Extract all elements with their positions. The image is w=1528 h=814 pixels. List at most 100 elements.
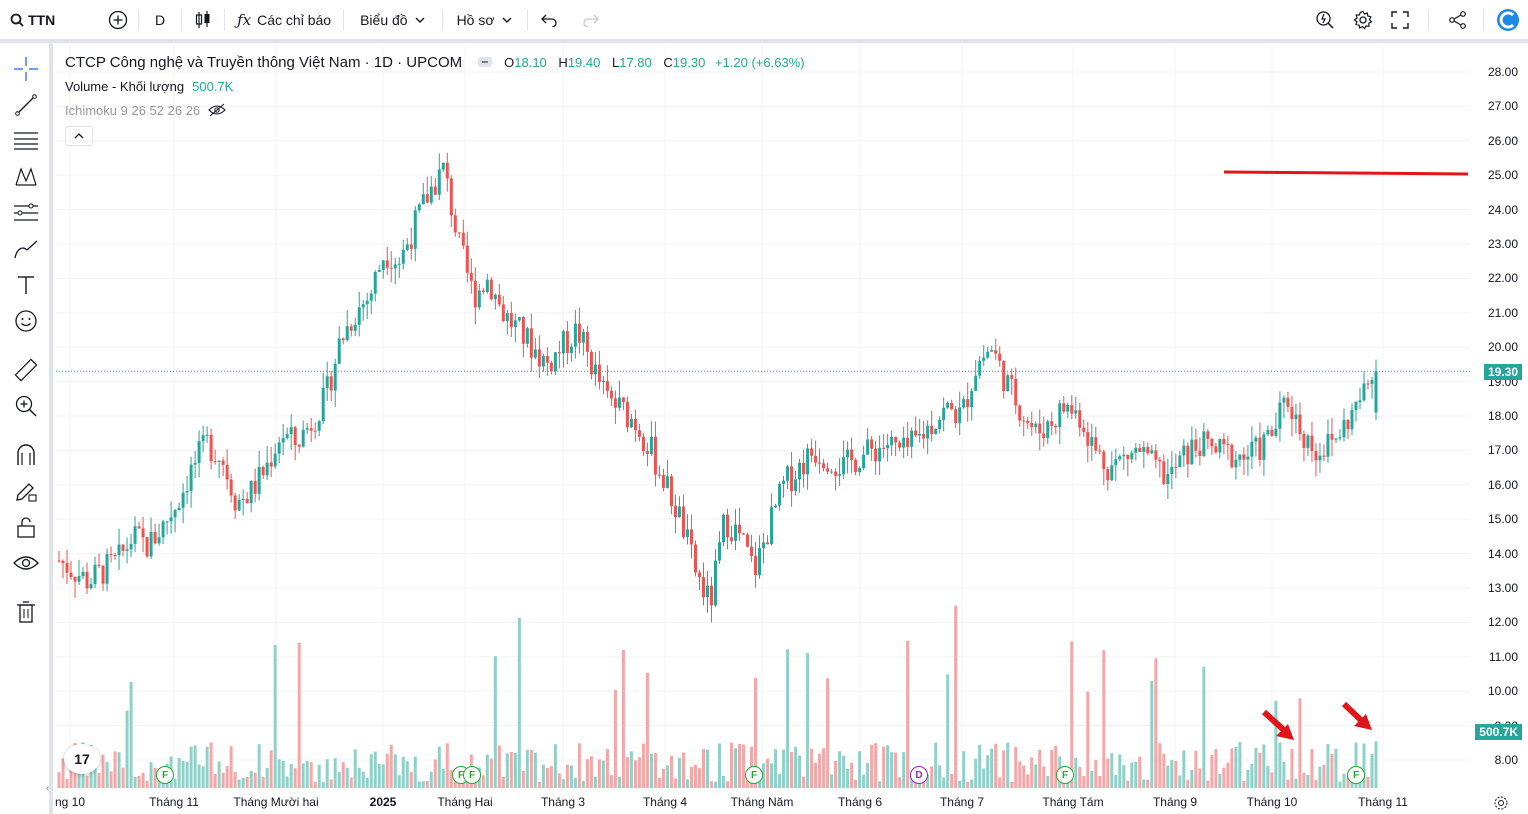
volume-bar — [189, 746, 193, 788]
volume-bar — [1038, 749, 1042, 788]
volume-bar — [1150, 680, 1154, 788]
volume-bar — [509, 751, 513, 788]
interval-button[interactable]: D — [139, 0, 181, 39]
ruler-tool[interactable] — [12, 356, 40, 384]
candle-body — [718, 542, 722, 561]
time-axis-label: 2025 — [369, 795, 397, 809]
time-axis-label: Tháng Năm — [730, 795, 794, 809]
volume-bar — [866, 762, 870, 788]
earnings-event-marker[interactable]: F — [745, 766, 763, 784]
text-tool[interactable] — [12, 271, 40, 299]
fib-tool[interactable] — [12, 127, 40, 155]
volume-bar — [886, 745, 890, 788]
volume-bar — [858, 751, 862, 788]
volume-bar — [229, 746, 233, 788]
volume-bar — [645, 672, 649, 788]
candle-body — [477, 290, 481, 308]
volume-bar — [810, 748, 814, 788]
candle-body — [1362, 383, 1366, 401]
candle-body — [990, 350, 994, 352]
volume-bar — [1146, 779, 1150, 788]
collapse-arrow[interactable]: ‹ — [46, 783, 50, 794]
candle-body — [1134, 447, 1138, 453]
candle-body — [117, 544, 121, 556]
candle-body — [425, 194, 429, 203]
candle-body — [1118, 456, 1122, 460]
compare-button[interactable] — [98, 0, 138, 39]
volume-bar — [85, 775, 89, 788]
legend-toggle-button[interactable] — [65, 126, 93, 146]
lock-all-tool[interactable] — [12, 513, 40, 541]
legend-collapse-icon[interactable] — [478, 57, 493, 67]
volume-bar — [730, 742, 734, 788]
candle-body — [1262, 434, 1266, 460]
candle-body — [285, 434, 289, 439]
volume-bar — [998, 777, 1002, 788]
brand-logo[interactable] — [1490, 0, 1528, 39]
candle-body — [473, 280, 477, 308]
candle-body — [874, 448, 878, 462]
red-arrow-1 — [1261, 709, 1294, 740]
magnet-tool[interactable] — [12, 441, 40, 469]
earnings-event-marker[interactable]: F — [156, 766, 174, 784]
eye-hidden-icon[interactable] — [208, 103, 226, 117]
volume-bar — [221, 772, 225, 788]
symbol-title[interactable]: CTCP Công nghệ và Truyền thông Việt Nam … — [65, 53, 463, 71]
candle-body — [986, 351, 990, 358]
earnings-event-marker[interactable]: F — [1347, 766, 1365, 784]
candle-body — [113, 554, 117, 556]
candle-body — [1366, 383, 1370, 385]
price-axis-label: 21.00 — [1487, 305, 1518, 320]
symbol-search[interactable]: TTN — [0, 0, 98, 39]
volume-bar — [265, 767, 269, 788]
volume-bar — [958, 780, 962, 788]
quick-search-button[interactable] — [1306, 0, 1344, 39]
goto-settings-icon[interactable] — [1493, 795, 1509, 811]
dividend-event-marker[interactable]: D — [910, 766, 928, 784]
chart-type-menu[interactable]: Biểu đồ — [344, 0, 441, 39]
candle-body — [1154, 450, 1158, 460]
candle-body — [545, 356, 549, 363]
tradingview-logo[interactable]: 17 — [64, 744, 100, 774]
candles-button[interactable] — [182, 0, 224, 39]
volume-bar — [581, 781, 585, 788]
candle-body — [597, 364, 601, 383]
volume-bar — [1238, 742, 1242, 788]
brush-tool[interactable] — [12, 235, 40, 263]
zoom-tool[interactable] — [12, 392, 40, 420]
forecast-tool[interactable] — [12, 199, 40, 227]
trendline-tool[interactable] — [12, 91, 40, 119]
redo-button[interactable] — [570, 0, 612, 39]
crosshair-tool[interactable] — [12, 55, 40, 83]
settings-button[interactable] — [1344, 0, 1382, 39]
candle-body — [998, 353, 1002, 361]
fullscreen-button[interactable] — [1382, 0, 1418, 39]
candle-body — [409, 244, 413, 249]
earnings-event-marker[interactable]: F — [1056, 766, 1074, 784]
volume-bar — [870, 744, 874, 788]
volume-legend-label[interactable]: Volume - Khối lượng — [65, 78, 185, 94]
earnings-event-marker[interactable]: F — [463, 766, 481, 784]
share-button[interactable] — [1439, 0, 1477, 39]
volume-bar — [529, 749, 533, 788]
visibility-tool[interactable] — [12, 549, 40, 577]
volume-bar — [1338, 781, 1342, 788]
lock-drawing-tool[interactable] — [12, 477, 40, 505]
ichimoku-legend-label[interactable]: Ichimoku 9 26 52 26 26 — [65, 102, 201, 118]
candle-body — [333, 363, 337, 391]
pattern-tool[interactable] — [12, 163, 40, 191]
volume-bar — [489, 758, 493, 788]
profile-menu[interactable]: Hồ sơ — [443, 0, 527, 39]
emoji-tool[interactable] — [12, 307, 40, 335]
volume-bar — [193, 745, 197, 788]
candle-body — [1322, 455, 1326, 457]
volume-bar — [1194, 750, 1198, 788]
volume-bar — [141, 772, 145, 788]
indicators-button[interactable]: ƒx Các chỉ báo — [225, 0, 343, 39]
candle-body — [145, 537, 149, 557]
remove-drawings-tool[interactable] — [12, 598, 40, 626]
volume-bar — [786, 649, 790, 788]
volume-bar — [101, 754, 105, 788]
volume-bar — [437, 746, 441, 788]
undo-button[interactable] — [528, 0, 570, 39]
